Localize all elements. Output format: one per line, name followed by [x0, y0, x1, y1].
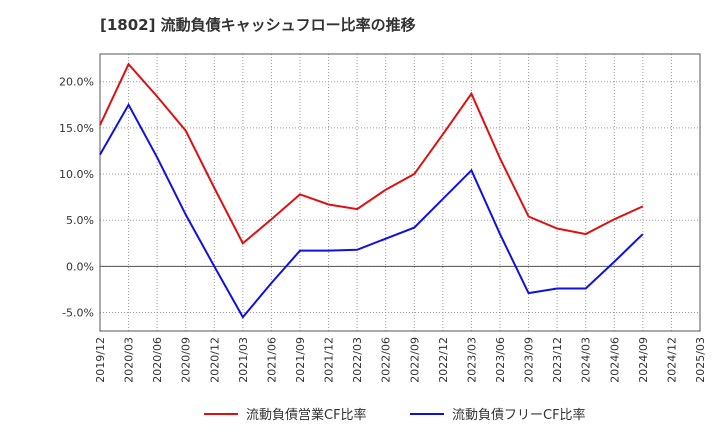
series-line-2: [99, 102, 644, 319]
x-tick-label: 2023/03: [465, 337, 478, 383]
y-tick-label: 10.0%: [59, 168, 94, 181]
x-tick-label: 2023/06: [494, 337, 507, 383]
x-axis-ticks: 2019/12 2020/03 2020/06 2020/09 2020/12 2021/…: [94, 337, 707, 383]
y-tick-label: 20.0%: [59, 76, 94, 89]
x-tick-label: 2023/09: [523, 337, 536, 383]
x-tick-label: 2020/06: [151, 337, 164, 383]
x-tick-label: 2022/09: [408, 337, 421, 383]
x-tick-label: 2021/09: [294, 337, 307, 383]
x-tick-label: 2023/12: [551, 337, 564, 383]
x-tick-label: 2025/03: [694, 337, 707, 383]
y-tick-label: 0.0%: [66, 260, 94, 273]
x-tick-label: 2021/03: [237, 337, 250, 383]
x-tick-label: 2019/12: [94, 337, 107, 383]
grid: [99, 54, 701, 331]
x-tick-label: 2022/03: [351, 337, 364, 383]
series-lines: [99, 62, 644, 319]
chart-title: [1802] 流動負債キャッシュフロー比率の推移: [100, 16, 416, 34]
x-tick-label: 2022/12: [437, 337, 450, 383]
legend-label: 流動負債営業CF比率: [246, 407, 367, 423]
plot-area: [99, 53, 701, 332]
legend: 流動負債営業CF比率 流動負債フリーCF比率: [204, 407, 586, 423]
x-tick-label: 2024/03: [580, 337, 593, 383]
y-tick-label: 5.0%: [66, 214, 94, 227]
x-tick-label: 2024/06: [608, 337, 621, 383]
x-tick-label: 2021/12: [323, 337, 336, 383]
x-tick-label: 2020/03: [123, 337, 136, 383]
x-tick-label: 2021/06: [265, 337, 278, 383]
x-tick-label: 2024/09: [637, 337, 650, 383]
x-tick-label: 2020/12: [208, 337, 221, 383]
y-tick-label: -5.0%: [62, 307, 94, 320]
legend-label: 流動負債フリーCF比率: [452, 407, 586, 423]
series-line-1: [99, 62, 644, 245]
x-tick-label: 2022/06: [380, 337, 393, 383]
y-axis-ticks: -5.0% 0.0% 5.0% 10.0% 15.0% 20.0%: [59, 76, 94, 320]
y-tick-label: 15.0%: [59, 122, 94, 135]
x-tick-label: 2020/09: [180, 337, 193, 383]
x-tick-label: 2024/12: [665, 337, 678, 383]
